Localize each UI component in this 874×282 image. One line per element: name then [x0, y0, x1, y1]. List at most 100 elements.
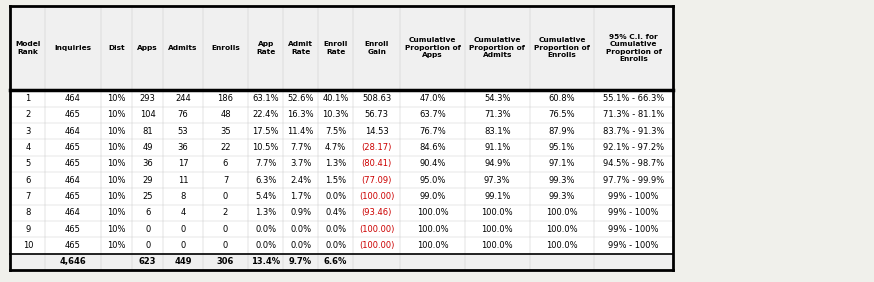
- Text: Admits: Admits: [169, 45, 198, 51]
- Text: 10%: 10%: [107, 176, 126, 185]
- Text: (93.46): (93.46): [362, 208, 392, 217]
- Text: 36: 36: [142, 159, 153, 168]
- Text: 1.5%: 1.5%: [325, 176, 346, 185]
- Text: 465: 465: [65, 110, 81, 119]
- Text: 9: 9: [25, 225, 31, 234]
- Text: 6: 6: [25, 176, 31, 185]
- Text: 2: 2: [25, 110, 31, 119]
- Text: 17.5%: 17.5%: [253, 127, 279, 136]
- Text: 465: 465: [65, 159, 81, 168]
- Text: 100.0%: 100.0%: [417, 241, 448, 250]
- Text: 4: 4: [25, 143, 31, 152]
- Text: 49: 49: [142, 143, 153, 152]
- Text: 3: 3: [25, 127, 31, 136]
- Text: 8: 8: [180, 192, 186, 201]
- Text: 92.1% - 97.2%: 92.1% - 97.2%: [603, 143, 664, 152]
- Text: (28.17): (28.17): [362, 143, 392, 152]
- Text: 0.4%: 0.4%: [325, 208, 346, 217]
- Text: 100.0%: 100.0%: [546, 225, 578, 234]
- Text: 76.5%: 76.5%: [549, 110, 575, 119]
- Text: 55.1% - 66.3%: 55.1% - 66.3%: [603, 94, 664, 103]
- Text: Cumulative
Proportion of
Enrolls: Cumulative Proportion of Enrolls: [534, 38, 590, 58]
- Text: 99% - 100%: 99% - 100%: [608, 225, 659, 234]
- Text: 10%: 10%: [107, 241, 126, 250]
- Text: 100.0%: 100.0%: [546, 241, 578, 250]
- Text: 22: 22: [220, 143, 231, 152]
- Text: 6.3%: 6.3%: [255, 176, 276, 185]
- Text: 84.6%: 84.6%: [420, 143, 446, 152]
- Text: 99% - 100%: 99% - 100%: [608, 241, 659, 250]
- Text: (80.41): (80.41): [362, 159, 392, 168]
- Text: 10%: 10%: [107, 192, 126, 201]
- Text: 95% C.I. for
Cumulative
Proportion of
Enrolls: 95% C.I. for Cumulative Proportion of En…: [606, 34, 662, 62]
- Text: 90.4%: 90.4%: [420, 159, 446, 168]
- Text: 63.1%: 63.1%: [253, 94, 279, 103]
- Text: 186: 186: [218, 94, 233, 103]
- Text: Admit
Rate: Admit Rate: [288, 41, 313, 55]
- Text: 54.3%: 54.3%: [484, 94, 510, 103]
- Text: Model
Rank: Model Rank: [15, 41, 41, 55]
- Text: 2: 2: [223, 208, 228, 217]
- Text: 100.0%: 100.0%: [417, 208, 448, 217]
- Text: Cumulative
Proportion of
Admits: Cumulative Proportion of Admits: [469, 38, 525, 58]
- Text: 81: 81: [142, 127, 153, 136]
- Text: 99.1%: 99.1%: [484, 192, 510, 201]
- Text: 63.7%: 63.7%: [420, 110, 446, 119]
- Text: 100.0%: 100.0%: [482, 208, 513, 217]
- Text: 25: 25: [142, 192, 153, 201]
- Text: 47.0%: 47.0%: [420, 94, 446, 103]
- Text: 10%: 10%: [107, 208, 126, 217]
- Text: 0: 0: [223, 192, 228, 201]
- Text: 2.4%: 2.4%: [290, 176, 311, 185]
- Text: 0: 0: [180, 225, 186, 234]
- Text: 100.0%: 100.0%: [546, 208, 578, 217]
- Text: 0.0%: 0.0%: [325, 241, 346, 250]
- Text: 3.7%: 3.7%: [290, 159, 311, 168]
- Text: 464: 464: [65, 127, 81, 136]
- Text: 99% - 100%: 99% - 100%: [608, 208, 659, 217]
- Text: 56.73: 56.73: [364, 110, 389, 119]
- Text: Inquiries: Inquiries: [54, 45, 92, 51]
- Text: 52.6%: 52.6%: [288, 94, 314, 103]
- Text: 0: 0: [223, 241, 228, 250]
- Text: 97.3%: 97.3%: [484, 176, 510, 185]
- Text: 7: 7: [25, 192, 31, 201]
- Text: 0.9%: 0.9%: [290, 208, 311, 217]
- Text: 83.7% - 91.3%: 83.7% - 91.3%: [603, 127, 664, 136]
- Text: 0: 0: [145, 241, 150, 250]
- Text: 465: 465: [65, 143, 81, 152]
- Text: 464: 464: [65, 94, 81, 103]
- Text: 83.1%: 83.1%: [484, 127, 510, 136]
- Text: 76: 76: [177, 110, 189, 119]
- Text: 36: 36: [177, 143, 189, 152]
- Text: 99.3%: 99.3%: [549, 192, 575, 201]
- Bar: [10, 6, 673, 270]
- Bar: [10, 254, 673, 270]
- Text: 94.9%: 94.9%: [484, 159, 510, 168]
- Text: 10%: 10%: [107, 110, 126, 119]
- Text: 0.0%: 0.0%: [325, 225, 346, 234]
- Text: App
Rate: App Rate: [256, 41, 275, 55]
- Text: (77.09): (77.09): [362, 176, 392, 185]
- Text: 11.4%: 11.4%: [288, 127, 314, 136]
- Text: Enrolls: Enrolls: [212, 45, 239, 51]
- Text: 7.7%: 7.7%: [290, 143, 311, 152]
- Text: 4: 4: [180, 208, 186, 217]
- Text: 71.3% - 81.1%: 71.3% - 81.1%: [603, 110, 664, 119]
- Text: 4.7%: 4.7%: [325, 143, 346, 152]
- Text: 465: 465: [65, 241, 81, 250]
- Text: Cumulative
Proportion of
Apps: Cumulative Proportion of Apps: [405, 38, 461, 58]
- Text: (100.00): (100.00): [359, 241, 394, 250]
- Text: 104: 104: [140, 110, 156, 119]
- Text: 10%: 10%: [107, 127, 126, 136]
- Text: 0.0%: 0.0%: [325, 192, 346, 201]
- Text: 7.5%: 7.5%: [325, 127, 346, 136]
- Text: 7.7%: 7.7%: [255, 159, 276, 168]
- Text: 0: 0: [180, 241, 186, 250]
- Text: 306: 306: [217, 257, 234, 266]
- Text: 508.63: 508.63: [362, 94, 392, 103]
- Text: 99.0%: 99.0%: [420, 192, 446, 201]
- Text: 100.0%: 100.0%: [482, 241, 513, 250]
- Text: 465: 465: [65, 225, 81, 234]
- Text: 6: 6: [145, 208, 150, 217]
